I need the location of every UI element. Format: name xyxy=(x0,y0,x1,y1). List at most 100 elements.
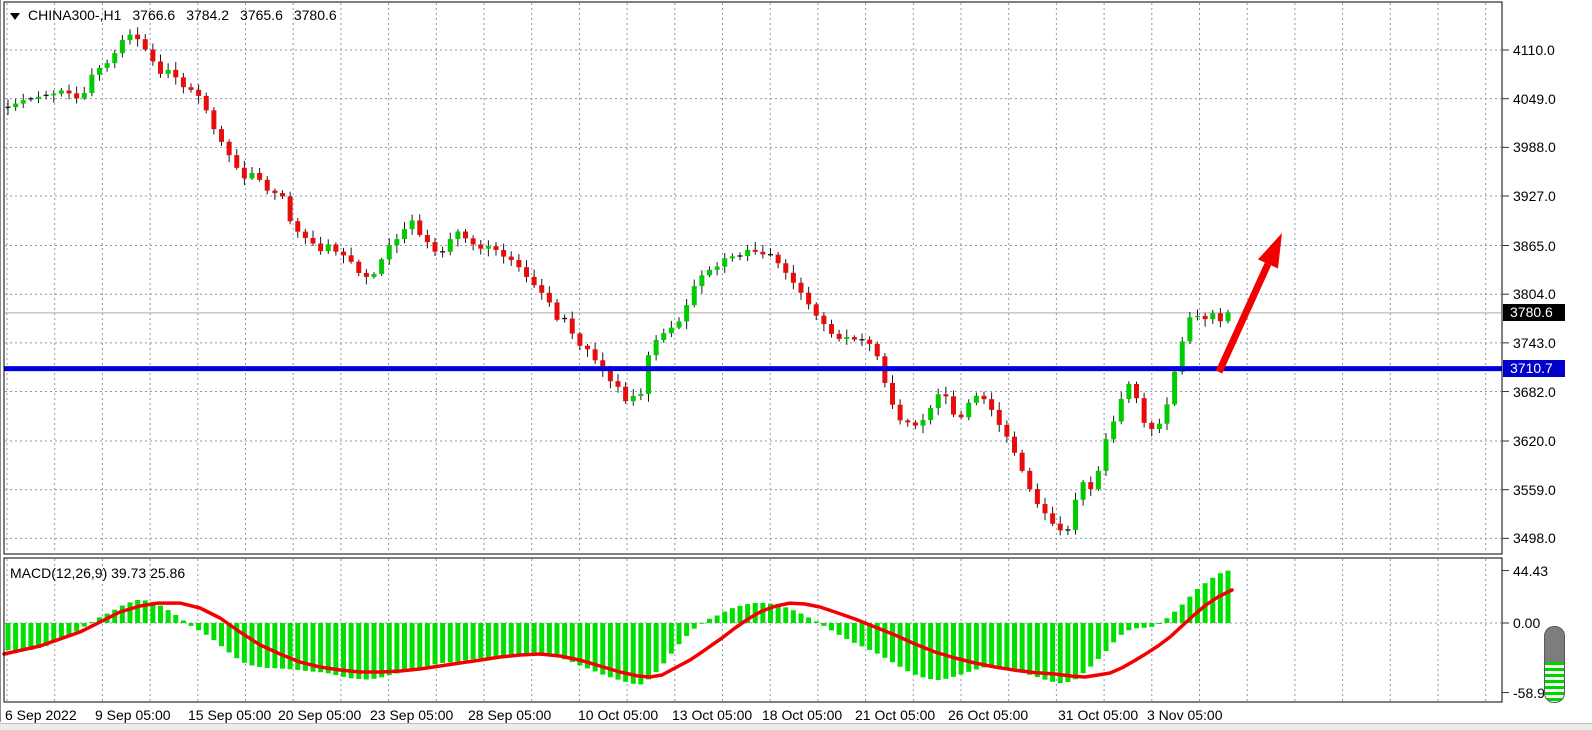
macd-histogram-bar xyxy=(81,623,87,627)
candle-body xyxy=(851,337,857,340)
macd-histogram-bar xyxy=(241,623,247,663)
candle-body xyxy=(257,172,263,180)
macd-histogram-bar xyxy=(760,602,766,623)
macd-panel-border xyxy=(3,557,1503,703)
candle-body xyxy=(470,238,476,245)
candle-body xyxy=(424,234,430,243)
candle-body xyxy=(760,251,766,255)
macd-histogram-bar xyxy=(158,605,163,623)
macd-histogram-bar xyxy=(943,623,949,679)
macd-histogram-bar xyxy=(646,623,651,680)
macd-histogram-bar xyxy=(119,605,125,623)
price-axis-label: 3927.0 xyxy=(1513,188,1556,205)
macd-histogram-bar xyxy=(836,623,842,635)
candle-body xyxy=(150,49,156,62)
macd-histogram-bar xyxy=(1111,623,1117,643)
candle-body xyxy=(112,53,118,64)
candle-body xyxy=(508,256,514,261)
macd-histogram-bar xyxy=(905,623,911,672)
macd-histogram-bar xyxy=(424,623,430,667)
candle-body xyxy=(1042,504,1048,514)
macd-histogram-bar xyxy=(455,623,461,662)
macd-axis-label: 0.00 xyxy=(1513,615,1541,631)
time-axis-label: 15 Sep 05:00 xyxy=(188,707,272,723)
price-axis-label: 3498.0 xyxy=(1513,530,1556,547)
macd-histogram-bar xyxy=(5,623,11,651)
macd-histogram-bar xyxy=(585,623,590,669)
price-axis-label: 3804.0 xyxy=(1513,286,1556,303)
hline-price-tag[interactable]: 3710.7 xyxy=(1503,360,1565,378)
macd-histogram-bar xyxy=(867,623,873,650)
macd-histogram-bar xyxy=(272,623,278,669)
candle-body xyxy=(546,292,552,303)
annotation-arrow-head[interactable] xyxy=(1257,233,1282,269)
macd-histogram-bar xyxy=(36,623,41,649)
candle-body xyxy=(341,251,346,256)
candle-body xyxy=(928,407,934,420)
macd-histogram-bar xyxy=(813,621,819,623)
annotation-arrow-shaft[interactable] xyxy=(1215,262,1272,374)
macd-histogram-bar xyxy=(623,623,629,682)
candle-body xyxy=(989,399,995,410)
macd-histogram-bar xyxy=(180,620,186,623)
macd-histogram-bar xyxy=(874,623,880,654)
candle-body xyxy=(1172,371,1178,405)
time-axis-label: 13 Oct 05:00 xyxy=(672,707,753,723)
macd-histogram-bar xyxy=(485,623,491,658)
macd-histogram-bar xyxy=(211,623,217,641)
symbol-timeframe-label: CHINA300-,H1 xyxy=(28,7,122,23)
macd-histogram-bar xyxy=(1057,623,1063,684)
candle-body xyxy=(722,258,728,267)
macd-histogram-bar xyxy=(1202,583,1208,623)
symbol-dropdown-icon[interactable] xyxy=(10,12,20,20)
candle-doji xyxy=(859,339,865,341)
candle-body xyxy=(981,395,987,400)
scrollbar-thumb[interactable] xyxy=(1544,626,1565,703)
candle-body xyxy=(402,229,407,240)
macd-histogram-bar xyxy=(1073,623,1078,680)
time-axis-label: 28 Sep 05:00 xyxy=(468,707,552,723)
macd-histogram-bar xyxy=(226,623,232,653)
candle-body xyxy=(897,404,903,421)
candle-body xyxy=(1202,315,1208,320)
macd-histogram-bar xyxy=(546,623,552,656)
candle-body xyxy=(966,402,972,418)
time-axis-label: 31 Oct 05:00 xyxy=(1058,707,1139,723)
candle-body xyxy=(180,77,186,88)
macd-histogram-bar xyxy=(1012,623,1017,671)
macd-histogram-bar xyxy=(379,623,385,678)
candle-body xyxy=(844,337,850,339)
candle-body xyxy=(394,239,400,246)
candle-body xyxy=(302,231,308,238)
macd-histogram-bar xyxy=(1195,588,1200,623)
candle-body xyxy=(585,345,590,350)
candle-doji xyxy=(440,251,446,253)
macd-histogram-bar xyxy=(981,623,987,668)
candle-body xyxy=(1225,312,1231,322)
macd-histogram-bar xyxy=(493,623,499,657)
macd-histogram-bar xyxy=(912,623,918,675)
macd-histogram-bar xyxy=(249,623,255,666)
macd-histogram-bar xyxy=(707,618,712,623)
macd-histogram-bar xyxy=(592,623,598,672)
candle-body xyxy=(615,381,621,387)
candle-body xyxy=(89,74,95,94)
macd-histogram-bar xyxy=(768,603,773,623)
macd-histogram-bar xyxy=(1088,623,1094,667)
candle-body xyxy=(813,304,819,316)
macd-histogram-bar xyxy=(745,604,751,623)
macd-histogram-bar xyxy=(1126,623,1132,631)
candle-body xyxy=(668,327,674,334)
candle-body xyxy=(409,220,415,230)
candle-body xyxy=(905,420,911,423)
macd-histogram-bar xyxy=(1103,623,1109,652)
macd-histogram-bar xyxy=(1019,623,1025,673)
candle-body xyxy=(638,393,644,396)
candle-body xyxy=(676,321,682,328)
candle-body xyxy=(447,239,453,252)
ohlc-open: 3766.6 xyxy=(132,7,176,23)
macd-histogram-bar xyxy=(51,623,57,643)
support-hline[interactable] xyxy=(4,366,1502,372)
macd-histogram-bar xyxy=(363,623,369,680)
